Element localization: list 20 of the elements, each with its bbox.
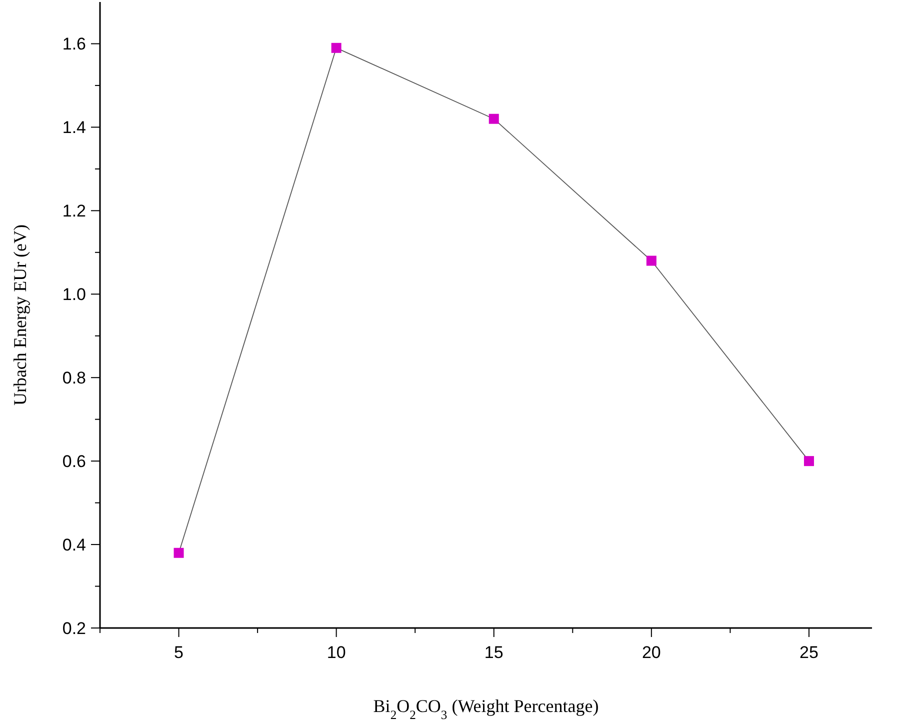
y-tick-label: 1.2	[62, 202, 86, 221]
y-tick-label: 0.2	[62, 618, 86, 638]
x-tick-label: 25	[800, 643, 818, 662]
x-tick-label: 10	[326, 643, 346, 662]
point	[646, 256, 656, 266]
point	[804, 456, 814, 466]
point	[331, 42, 342, 53]
y-tick-label: 0.6	[62, 452, 86, 472]
point	[174, 548, 184, 558]
y-axis-title: Urbach Energy EUr (eV)	[10, 224, 30, 406]
y-tick-label: 0.8	[62, 368, 86, 388]
y-tick-label: 1.4	[62, 118, 86, 138]
y-tick-label: 1.6	[62, 34, 86, 54]
x-tick-label: 15	[484, 643, 504, 662]
y-tick-label: 1.0	[62, 285, 86, 304]
x-tick-label: 5	[174, 643, 184, 662]
point	[488, 114, 499, 124]
x-axis-title: Bi$_{2}$O$_{2}$CO$_{3}$ (Weight Percentage)	[373, 696, 599, 722]
x-tick-label: 20	[642, 643, 661, 662]
y-tick-label: 0.4	[62, 535, 86, 554]
